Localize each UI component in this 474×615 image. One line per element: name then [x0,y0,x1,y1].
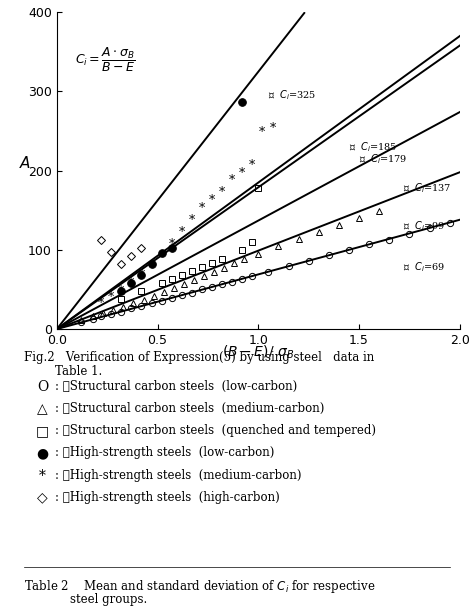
Text: : ③Structural carbon steels  (quenched and tempered): : ③Structural carbon steels (quenched an… [55,424,375,437]
Text: △: △ [37,402,48,416]
Text: ④  $C_i$=179: ④ $C_i$=179 [359,152,407,165]
Text: *: * [189,214,195,227]
Text: *: * [98,297,104,310]
Text: *: * [269,122,275,135]
Text: steel groups.: steel groups. [70,593,147,606]
Y-axis label: $A$: $A$ [18,154,31,170]
Text: : ⑥High-strength steels  (high-carbon): : ⑥High-strength steels (high-carbon) [55,491,279,504]
Text: *: * [179,226,185,239]
Text: : ④High-strength steels  (low-carbon): : ④High-strength steels (low-carbon) [55,446,274,459]
Text: Fig.2   Verification of Expression(5) by using steel   data in: Fig.2 Verification of Expression(5) by u… [24,351,374,363]
Text: $C_i = \dfrac{A \cdot \sigma_B}{B - E}$: $C_i = \dfrac{A \cdot \sigma_B}{B - E}$ [75,46,136,74]
Text: *: * [108,291,114,304]
Text: ◇: ◇ [37,491,48,505]
Text: *: * [199,202,205,215]
Text: *: * [209,194,215,207]
Text: ③  $C_i$=137: ③ $C_i$=137 [403,181,452,195]
Text: *: * [229,175,235,188]
Text: : ⑤High-strength steels  (medium-carbon): : ⑤High-strength steels (medium-carbon) [55,469,301,482]
Text: *: * [259,126,265,139]
Text: Table 1.: Table 1. [55,365,102,378]
Text: ⑥  $C_i$=325: ⑥ $C_i$=325 [268,89,317,102]
Text: *: * [169,238,175,251]
Text: O: O [37,380,48,394]
Text: : ②Structural carbon steels  (medium-carbon): : ②Structural carbon steels (medium-carb… [55,402,324,415]
Text: Table 2    Mean and standard deviation of $C_i$ for respective: Table 2 Mean and standard deviation of $… [24,578,375,595]
Text: *: * [239,167,246,180]
Text: ⑤  $C_i$=185: ⑤ $C_i$=185 [349,140,397,154]
Text: ②  $C_i$=99: ② $C_i$=99 [403,219,446,233]
Text: *: * [219,186,225,199]
Text: *: * [158,250,165,263]
Text: *: * [148,261,155,274]
Text: *: * [39,469,46,483]
Text: ●: ● [36,446,49,461]
Text: $(B-E)/\ \sigma_B$: $(B-E)/\ \sigma_B$ [222,343,294,360]
Text: *: * [118,285,125,298]
Text: □: □ [36,424,49,438]
Text: ①  $C_i$=69: ① $C_i$=69 [403,260,446,274]
Text: : ①Structural carbon steels  (low-carbon): : ①Structural carbon steels (low-carbon) [55,380,297,393]
Text: *: * [249,159,255,172]
Text: *: * [128,277,135,290]
Text: *: * [138,269,145,282]
